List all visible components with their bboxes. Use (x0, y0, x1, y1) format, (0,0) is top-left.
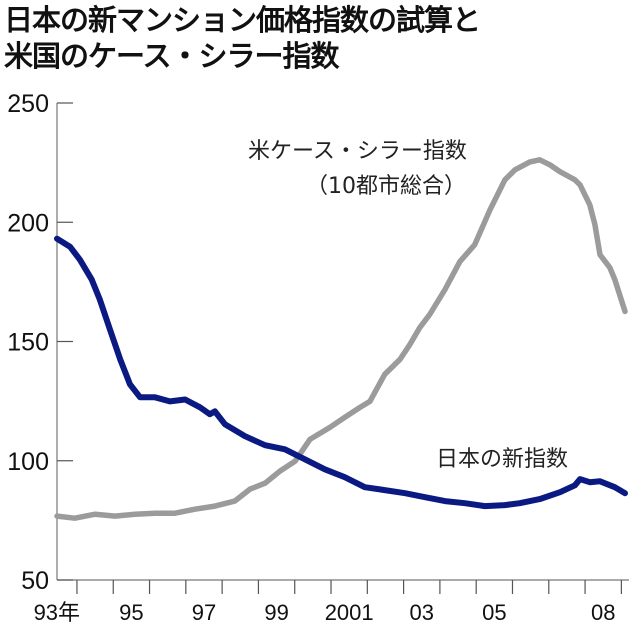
case-shiller-line (54, 157, 628, 521)
x-tick-label: 08 (591, 600, 615, 625)
japan-index-line (54, 235, 628, 510)
x-tick-label: 97 (192, 600, 216, 625)
y-tick-label: 200 (7, 209, 49, 237)
x-tick-label: 2001 (325, 600, 374, 625)
y-tick-label: 250 (7, 90, 49, 118)
y-axis-labels: 50 100 150 200 250 (7, 90, 49, 595)
us-series-label: 米ケース・シラー指数 (248, 139, 467, 164)
y-tick-label: 150 (7, 329, 49, 357)
x-tick-label: 99 (264, 600, 288, 625)
x-tick-label: 05 (482, 600, 506, 625)
jp-series-label: 日本の新指数 (436, 447, 568, 472)
y-tick-label: 100 (7, 448, 49, 476)
x-tick-label: 93年 (34, 600, 80, 625)
chart-title-line2: 米国のケース・シラー指数 (4, 39, 340, 73)
chart-title: 日本の新マンション価格指数の試算と 米国のケース・シラー指数 (4, 2, 481, 74)
us-series-sublabel: （10都市総合） (306, 174, 466, 199)
y-tick-label: 50 (21, 567, 49, 595)
x-tick-label: 95 (119, 600, 143, 625)
x-tick-label: 03 (410, 600, 434, 625)
axes (56, 102, 629, 594)
series-lines (54, 157, 628, 521)
chart-title-line1: 日本の新マンション価格指数の試算と (4, 3, 481, 37)
x-axis-labels: 93年 95 97 99 2001 03 05 08 (34, 600, 616, 625)
